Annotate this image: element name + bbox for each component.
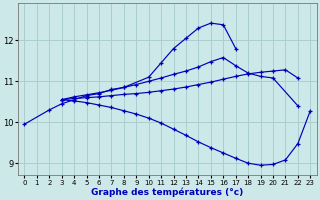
X-axis label: Graphe des températures (°c): Graphe des températures (°c) [91,187,244,197]
